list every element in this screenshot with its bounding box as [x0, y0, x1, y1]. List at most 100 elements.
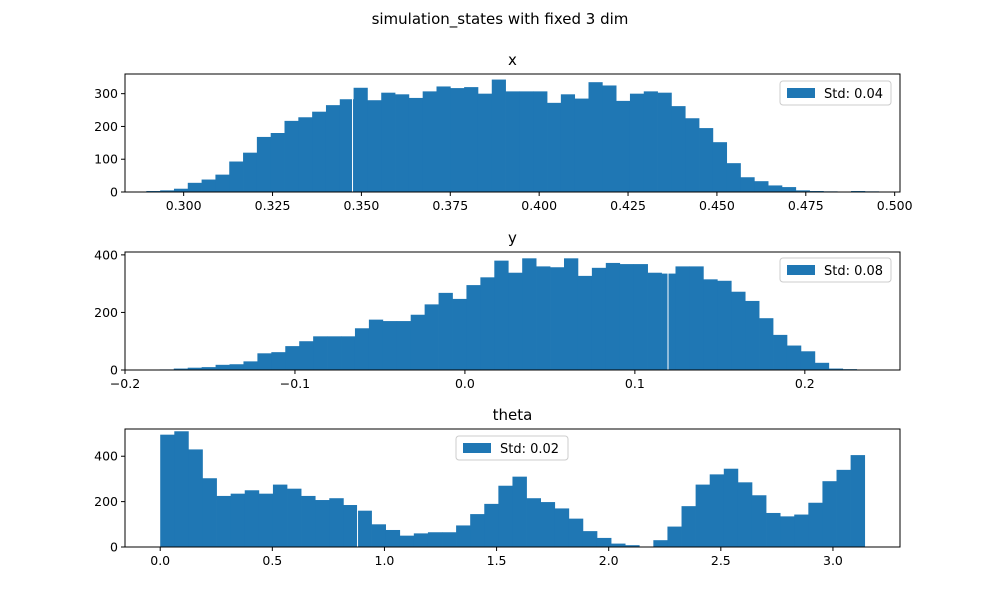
histogram-bar	[399, 535, 415, 547]
x-tick-label: 0.450	[699, 198, 735, 213]
histogram-bar	[160, 190, 175, 192]
histogram-bar	[187, 367, 202, 370]
histogram-bar	[795, 190, 810, 192]
x-tick-label: 0.375	[432, 198, 468, 213]
histogram-bar	[427, 532, 443, 547]
histogram-bar	[667, 526, 682, 547]
histogram-bar	[258, 493, 274, 547]
histogram-bar	[629, 93, 645, 192]
histogram-bar	[740, 177, 755, 192]
histogram-bar	[174, 431, 189, 547]
histogram-bar	[522, 258, 537, 370]
histogram-bar	[313, 336, 328, 370]
legend-theta: Std: 0.02	[455, 435, 569, 461]
legend-label-y: Std: 0.08	[824, 264, 883, 279]
histogram-bar	[357, 510, 372, 547]
histogram-bar	[560, 94, 576, 192]
histogram-bar	[173, 188, 189, 192]
figure-suptitle: simulation_states with fixed 3 dim	[372, 10, 629, 29]
histogram-bar	[723, 468, 739, 547]
histogram-bar	[508, 272, 523, 370]
legend-box-theta	[455, 435, 569, 461]
histogram-bar	[591, 267, 607, 370]
histogram-bar	[588, 82, 603, 192]
histogram-bar	[353, 87, 368, 192]
histogram-bar	[410, 314, 425, 370]
histogram-bar	[768, 185, 783, 192]
histogram-bar	[160, 434, 175, 547]
x-tick-label: 0.425	[610, 198, 646, 213]
histogram-bar	[781, 187, 797, 192]
legend-swatch-theta	[463, 443, 491, 453]
histogram-bar	[695, 484, 711, 547]
y-tick-label: 0	[110, 540, 118, 555]
histogram-bar	[717, 280, 732, 370]
histogram-bar	[822, 481, 837, 547]
histogram-bar	[526, 498, 541, 547]
histogram-bar	[173, 368, 189, 370]
axes-frame-theta	[124, 428, 901, 548]
histogram-bar	[737, 482, 753, 547]
histogram-bar	[408, 97, 424, 192]
histogram-bar	[564, 258, 579, 370]
histogram-bar	[726, 163, 741, 192]
subplot-title-y: y	[508, 229, 517, 247]
histogram-bar	[287, 488, 302, 547]
histogram-bar	[367, 100, 382, 192]
x-tick-label: 0.1	[625, 376, 645, 391]
y-tick-label: 400	[94, 449, 118, 464]
y-tick-label: 0	[110, 185, 118, 200]
histogram-bar	[229, 364, 244, 370]
histogram-bar	[550, 267, 565, 370]
histogram-bar	[381, 92, 396, 192]
histogram-bar	[371, 524, 386, 547]
histogram-bar	[464, 87, 479, 192]
histogram-bar	[568, 518, 584, 547]
histogram-bar	[647, 272, 662, 370]
histogram-bar	[780, 516, 795, 547]
histogram-bar	[745, 300, 760, 370]
histogram-bar	[395, 94, 410, 192]
histogram-bar	[800, 351, 816, 370]
histogram-bar	[494, 260, 509, 370]
x-tick-label: −0.2	[110, 376, 140, 391]
histogram-bar	[554, 508, 570, 547]
histogram-bar	[470, 514, 485, 547]
x-tick-label: 0.2	[795, 376, 815, 391]
legend-box-y	[779, 257, 892, 283]
legend-y: Std: 0.08	[779, 257, 892, 283]
histogram-bars-theta	[160, 429, 866, 547]
histogram-bar	[312, 111, 327, 192]
subplot-theta: theta 0.0 0.5 1.0 1.5 2.0 2.5 3.0 0 200 400 Std: …	[94, 406, 901, 568]
histogram-bar	[215, 364, 230, 370]
histogram-bar	[215, 174, 230, 192]
histogram-bar	[709, 474, 725, 547]
histogram-bar	[368, 319, 384, 370]
histogram-bar	[689, 266, 704, 370]
y-tick-label: 200	[94, 119, 118, 134]
histogram-bar	[256, 136, 272, 192]
histogram-bar	[271, 352, 286, 370]
histogram-bar	[675, 266, 690, 370]
histogram-bar	[814, 362, 830, 370]
x-tick-label: 0.350	[344, 198, 380, 213]
histogram-bar	[828, 368, 844, 370]
histogram-bar	[341, 336, 356, 370]
legend-label-x: Std: 0.04	[824, 87, 883, 102]
histogram-bar	[202, 478, 217, 547]
histogram-bar	[574, 98, 589, 192]
legend-swatch-y	[787, 265, 815, 275]
histogram-bar	[272, 484, 288, 547]
histogram-bar	[661, 273, 676, 370]
histogram-bar	[456, 525, 471, 547]
histogram-bar	[731, 291, 746, 370]
subplot-title-x: x	[508, 51, 517, 69]
histogram-bar	[625, 545, 640, 547]
histogram-bar	[540, 502, 556, 547]
subplot-y: y −0.2 −0.1 0.0 0.1 0.2 0 200 400 Std: 0.08	[94, 229, 901, 391]
histogram-bar	[257, 353, 272, 370]
histogram-bar	[396, 321, 412, 370]
axes-frame-x	[124, 73, 901, 193]
histogram-bar	[413, 533, 429, 547]
histogram-bar	[452, 298, 467, 370]
